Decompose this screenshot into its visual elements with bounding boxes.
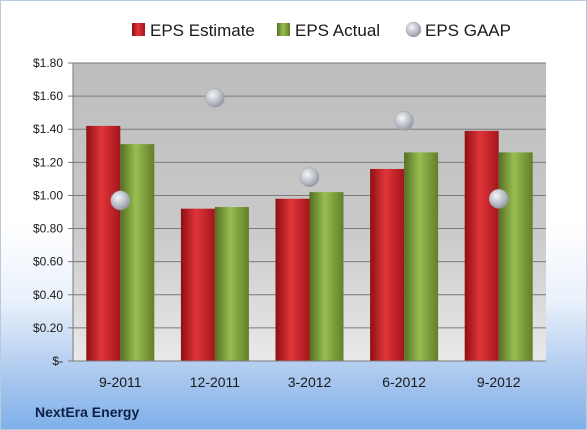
y-tick-label: $0.60	[33, 255, 63, 269]
x-tick-label: 9-2011	[99, 374, 142, 390]
y-tick-label: $1.60	[33, 89, 63, 103]
marker-eps-gaap	[110, 190, 131, 211]
x-tick-label: 9-2012	[477, 374, 521, 390]
bars	[86, 125, 533, 362]
bar-eps-estimate	[275, 198, 310, 361]
legend-swatch	[277, 23, 290, 36]
legend-swatch	[132, 23, 145, 36]
bar-eps-estimate	[86, 125, 121, 362]
y-tick-label: $1.40	[33, 122, 63, 136]
y-tick-label: $-	[52, 354, 63, 368]
x-tick-label: 12-2011	[190, 374, 241, 390]
bar-eps-actual	[214, 207, 249, 361]
y-tick-label: $0.20	[33, 321, 63, 335]
legend-label: EPS Actual	[295, 21, 380, 40]
y-tick-label: $1.80	[33, 56, 63, 70]
legend-label: EPS Estimate	[150, 21, 255, 40]
legend: EPS Estimate EPS Actual EPS GAAP	[132, 21, 511, 40]
y-tick-label: $1.20	[33, 155, 63, 169]
marker-eps-gaap	[488, 189, 509, 209]
bar-eps-actual	[498, 152, 533, 361]
company-name: NextEra Energy	[35, 404, 140, 420]
legend-swatch	[405, 21, 422, 38]
y-tick-label: $0.40	[33, 288, 63, 302]
legend-label: EPS GAAP	[425, 21, 511, 40]
bar-eps-actual	[120, 144, 155, 361]
x-tick-label: 6-2012	[382, 374, 426, 390]
marker-eps-gaap	[299, 167, 320, 187]
marker-eps-gaap	[205, 88, 225, 108]
bar-eps-estimate	[464, 130, 499, 361]
y-axis: $- $0.20 $0.40 $0.60 $0.80 $1.00 $1.20 $1.40 $1.…	[33, 56, 74, 368]
bar-eps-estimate	[370, 168, 405, 361]
bar-eps-actual	[309, 192, 344, 361]
x-tick-label: 3-2012	[288, 374, 332, 390]
marker-eps-gaap	[394, 111, 414, 131]
y-tick-label: $0.80	[33, 222, 63, 236]
x-axis: 9-2011 12-2011 3-2012 6-2012 9-2012	[73, 360, 546, 390]
gaap-markers	[110, 88, 509, 211]
bar-eps-actual	[404, 152, 439, 361]
bar-eps-estimate	[180, 208, 215, 361]
y-tick-label: $1.00	[33, 188, 63, 202]
